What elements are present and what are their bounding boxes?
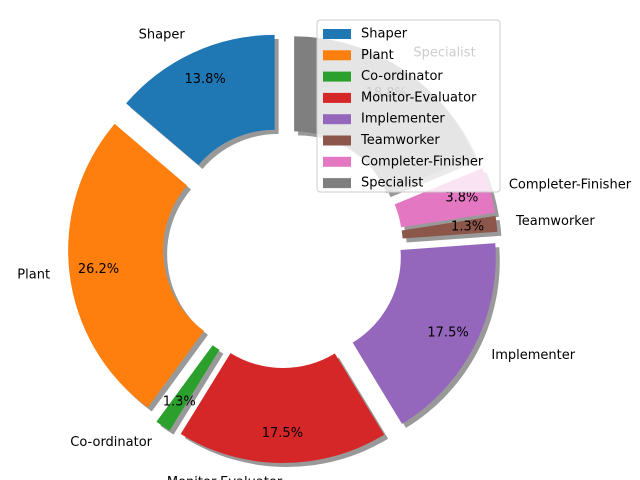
legend-label: Co-ordinator	[361, 69, 443, 84]
legend-label: Monitor-Evaluator	[361, 90, 477, 105]
legend-swatch	[323, 135, 351, 146]
wedge-label: Teamworker	[515, 214, 595, 229]
legend-swatch	[323, 29, 351, 39]
legend-label: Specialist	[361, 176, 423, 191]
percent-label: 3.8%	[445, 190, 478, 205]
wedge	[352, 243, 496, 424]
percent-label: 26.2%	[78, 262, 119, 277]
legend-label: Shaper	[361, 27, 408, 42]
wedge-label: Completer-Finisher	[509, 177, 632, 192]
wedge-label: Monitor-Evaluator	[167, 475, 283, 480]
wedge-label: Implementer	[491, 348, 575, 363]
percent-label: 13.8%	[184, 72, 225, 87]
legend-label: Teamworker	[360, 133, 440, 148]
percent-label: 17.5%	[262, 426, 303, 441]
legend-label: Plant	[361, 48, 394, 63]
wedge	[68, 123, 204, 408]
legend-swatch	[323, 178, 351, 189]
legend-box	[316, 19, 501, 193]
legend: Shaper Plant Co-ordinator Monitor-Evaluator…	[316, 19, 501, 193]
legend-swatch	[323, 156, 351, 167]
wedge-label: Plant	[17, 268, 50, 283]
legend-swatch	[323, 92, 351, 103]
percent-label: 1.3%	[163, 395, 196, 410]
wedge	[156, 345, 220, 431]
legend-swatch	[323, 71, 351, 82]
wedge-label: Shaper	[139, 28, 186, 43]
legend-swatch	[323, 50, 351, 61]
wedge-label: Co-ordinator	[70, 435, 152, 450]
wedge	[401, 215, 498, 239]
percent-label: 17.5%	[427, 326, 468, 341]
percent-label: 1.3%	[451, 220, 484, 235]
legend-label: Completer-Finisher	[361, 154, 484, 169]
wedge	[126, 34, 275, 166]
legend-label: Implementer	[361, 112, 445, 127]
legend-swatch	[323, 114, 351, 125]
wedge	[180, 353, 385, 463]
